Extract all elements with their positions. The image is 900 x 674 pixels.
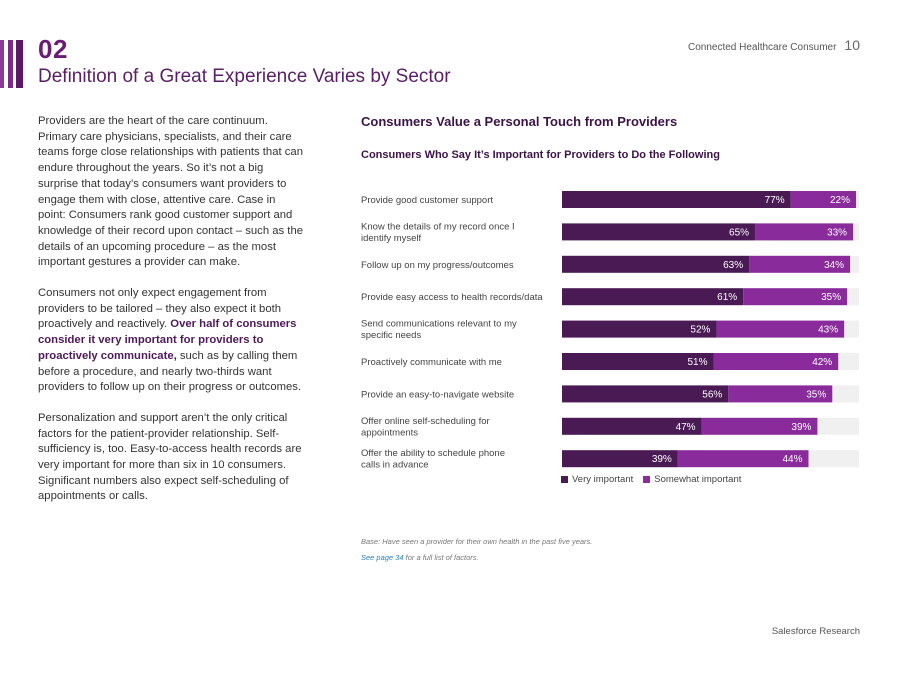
legend-swatch xyxy=(561,476,568,483)
bar-somewhat-important xyxy=(749,255,851,273)
bar-very-important xyxy=(562,255,750,273)
data-label: 39% xyxy=(652,454,672,465)
emphasis: Over half of consumers consider it very … xyxy=(38,318,297,362)
data-label: 56% xyxy=(702,389,722,400)
bar-somewhat-important xyxy=(677,450,809,468)
data-label: 63% xyxy=(723,260,743,271)
category-label: Send communications relevant to my specif… xyxy=(361,319,517,342)
legend-item-somewhat-important: Somewhat important xyxy=(643,474,741,485)
stacked-bar-chart: Provide good customer support 77% 22% Know … xyxy=(361,191,859,471)
bar-somewhat-important xyxy=(755,223,854,241)
bar-somewhat-important xyxy=(743,288,848,306)
data-label: 52% xyxy=(690,325,710,336)
data-label: 43% xyxy=(818,325,838,336)
legend-item-very-important: Very important xyxy=(561,474,633,485)
bar-somewhat-important xyxy=(716,320,845,338)
section-decoration xyxy=(0,40,32,88)
footnote-reference: See page 34 for a full list of factors. xyxy=(361,553,479,562)
category-label: Provide easy access to health records/da… xyxy=(361,292,543,303)
bar-very-important xyxy=(562,320,717,338)
data-label: 65% xyxy=(729,227,749,238)
bar-very-important xyxy=(562,223,756,241)
data-label: 35% xyxy=(806,389,826,400)
chart-legend: Very important Somewhat important xyxy=(561,474,741,485)
data-label: 47% xyxy=(676,422,696,433)
bar-somewhat-important xyxy=(790,191,857,208)
report-title: Connected Healthcare Consumer xyxy=(688,42,837,53)
category-label: Proactively communicate with me xyxy=(361,357,502,368)
legend-swatch xyxy=(643,476,651,483)
data-label: 61% xyxy=(717,292,737,303)
section-number: 02 xyxy=(38,34,68,64)
category-label: Provide good customer support xyxy=(361,195,493,206)
bar-very-important xyxy=(562,353,714,370)
data-label: 51% xyxy=(687,357,707,368)
footnote-base: Base: Have seen a provider for their own… xyxy=(361,537,593,546)
bar-very-important xyxy=(562,288,744,306)
page-title: Definition of a Great Experience Varies … xyxy=(38,66,451,87)
paragraph-1: Providers are the heart of the care cont… xyxy=(38,115,304,269)
category-label: Offer the ability to schedule phone calls… xyxy=(361,448,505,471)
data-label: 22% xyxy=(830,195,850,206)
running-head: Connected Healthcare Consumer 10 xyxy=(688,37,860,53)
bar-very-important xyxy=(562,417,702,435)
page-link[interactable]: See page 34 xyxy=(361,553,404,562)
chart-title: Consumers Value a Personal Touch from Pr… xyxy=(361,114,678,129)
page-number: 10 xyxy=(844,37,860,53)
data-label: 33% xyxy=(827,227,847,238)
data-label: 44% xyxy=(782,454,802,465)
body-text: Providers are the heart of the care cont… xyxy=(38,114,306,520)
bar-somewhat-important xyxy=(728,385,833,403)
paragraph-2: Consumers not only expect engagement fro… xyxy=(38,287,302,394)
data-label: 77% xyxy=(765,195,785,206)
bar-very-important xyxy=(562,385,729,403)
data-label: 42% xyxy=(812,357,832,368)
data-label: 39% xyxy=(791,422,811,433)
data-label: 35% xyxy=(821,292,841,303)
category-label: Offer online self-scheduling for appointm… xyxy=(361,416,490,439)
footer-brand: Salesforce Research xyxy=(771,626,860,637)
category-label: Provide an easy-to-navigate website xyxy=(361,389,514,400)
bar-very-important xyxy=(562,191,791,208)
paragraph-3: Personalization and support aren’t the o… xyxy=(38,411,302,503)
bar-very-important xyxy=(562,450,678,468)
bar-somewhat-important xyxy=(701,417,818,435)
category-label: Follow up on my progress/outcomes xyxy=(361,260,514,271)
data-label: 34% xyxy=(824,260,844,271)
bar-somewhat-important xyxy=(713,353,839,370)
chart-subtitle: Consumers Who Say It’s Important for Pro… xyxy=(361,149,720,161)
